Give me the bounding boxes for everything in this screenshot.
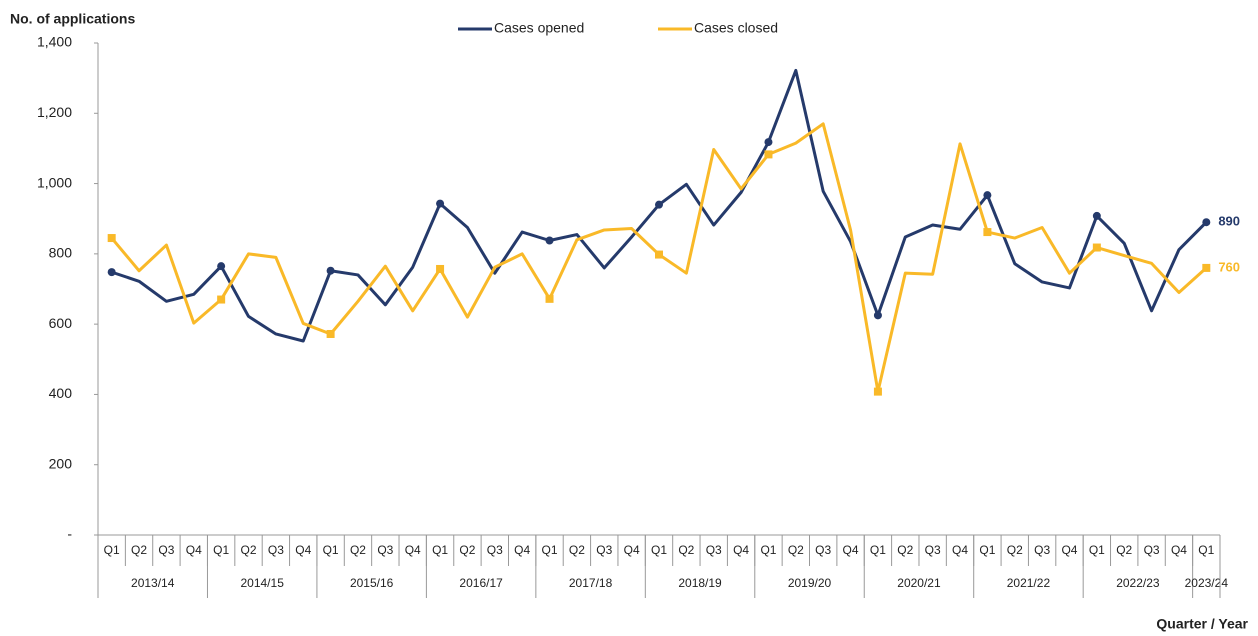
marker <box>326 329 335 338</box>
x-tick-label: Q1 <box>213 543 229 557</box>
x-tick-label: Q3 <box>1144 543 1160 557</box>
marker <box>873 311 882 320</box>
marker <box>764 138 773 147</box>
x-tick-label: Q3 <box>268 543 284 557</box>
data-label: 760 <box>1218 259 1240 274</box>
marker <box>545 236 554 245</box>
legend-label: Cases closed <box>694 20 778 36</box>
marker <box>983 191 992 200</box>
x-tick-label: Q3 <box>158 543 174 557</box>
marker <box>983 228 992 237</box>
x-tick-label: Q2 <box>788 543 804 557</box>
x-tick-label: Q3 <box>815 543 831 557</box>
group-label: 2023/24 <box>1185 576 1229 590</box>
y-tick-label: 400 <box>49 385 73 401</box>
x-tick-label: Q3 <box>925 543 941 557</box>
marker <box>107 268 116 277</box>
group-label: 2022/23 <box>1116 576 1160 590</box>
legend-label: Cases opened <box>494 20 584 36</box>
x-tick-label: Q4 <box>1061 543 1077 557</box>
group-label: 2020/21 <box>897 576 941 590</box>
x-tick-label: Q4 <box>295 543 311 557</box>
x-tick-label: Q2 <box>241 543 257 557</box>
y-tick-label: 1,400 <box>37 34 72 50</box>
x-tick-label: Q3 <box>1034 543 1050 557</box>
marker <box>873 387 882 396</box>
marker <box>1202 263 1211 272</box>
x-tick-label: Q4 <box>952 543 968 557</box>
y-tick-label: - <box>67 526 72 542</box>
marker <box>1092 243 1101 252</box>
y-tick-label: 1,200 <box>37 104 72 120</box>
x-tick-label: Q2 <box>131 543 147 557</box>
marker <box>217 295 226 304</box>
x-tick-label: Q3 <box>596 543 612 557</box>
x-tick-label: Q1 <box>104 543 120 557</box>
marker <box>545 294 554 303</box>
x-tick-label: Q4 <box>405 543 421 557</box>
x-tick-label: Q1 <box>651 543 667 557</box>
marker <box>1092 211 1101 220</box>
group-label: 2018/19 <box>678 576 722 590</box>
x-tick-label: Q2 <box>350 543 366 557</box>
x-tick-label: Q1 <box>323 543 339 557</box>
x-tick-label: Q1 <box>1198 543 1214 557</box>
x-tick-label: Q1 <box>432 543 448 557</box>
x-tick-label: Q2 <box>459 543 475 557</box>
group-label: 2021/22 <box>1007 576 1051 590</box>
y-tick-label: 600 <box>49 315 73 331</box>
x-tick-label: Q3 <box>487 543 503 557</box>
y-tick-label: 200 <box>49 455 73 471</box>
group-label: 2019/20 <box>788 576 832 590</box>
marker <box>107 234 116 243</box>
x-tick-label: Q1 <box>870 543 886 557</box>
x-tick-label: Q2 <box>569 543 585 557</box>
x-tick-label: Q1 <box>760 543 776 557</box>
y-axis-title: No. of applications <box>10 11 135 27</box>
x-tick-label: Q2 <box>897 543 913 557</box>
group-label: 2015/16 <box>350 576 394 590</box>
x-tick-label: Q4 <box>514 543 530 557</box>
group-label: 2016/17 <box>459 576 503 590</box>
x-tick-label: Q1 <box>979 543 995 557</box>
marker <box>655 250 663 259</box>
x-tick-label: Q4 <box>843 543 859 557</box>
data-label: 890 <box>1218 214 1240 229</box>
marker <box>436 264 445 273</box>
x-tick-label: Q3 <box>377 543 393 557</box>
marker <box>655 200 663 209</box>
x-tick-label: Q3 <box>706 543 722 557</box>
marker <box>326 266 335 275</box>
x-axis-title: Quarter / Year <box>1156 616 1248 632</box>
y-tick-label: 800 <box>49 245 73 261</box>
x-tick-label: Q4 <box>186 543 202 557</box>
marker <box>764 150 773 159</box>
marker <box>1202 218 1211 227</box>
group-label: 2014/15 <box>240 576 284 590</box>
y-tick-label: 1,000 <box>37 174 72 190</box>
x-tick-label: Q2 <box>1116 543 1132 557</box>
x-tick-label: Q2 <box>678 543 694 557</box>
marker <box>436 199 445 208</box>
x-tick-label: Q4 <box>1171 543 1187 557</box>
group-label: 2013/14 <box>131 576 175 590</box>
marker <box>217 262 226 271</box>
x-tick-label: Q2 <box>1007 543 1023 557</box>
x-tick-label: Q4 <box>624 543 640 557</box>
x-tick-label: Q1 <box>542 543 558 557</box>
x-tick-label: Q1 <box>1089 543 1105 557</box>
group-label: 2017/18 <box>569 576 613 590</box>
x-tick-label: Q4 <box>733 543 749 557</box>
